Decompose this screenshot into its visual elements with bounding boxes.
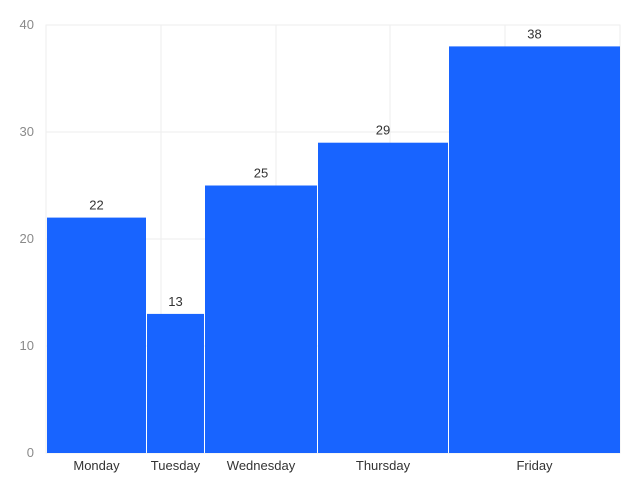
- value-label-wednesday: 25: [254, 166, 268, 181]
- x-tick-label-wednesday: Wednesday: [227, 458, 296, 473]
- y-tick-label: 10: [20, 338, 34, 353]
- x-tick-label-tuesday: Tuesday: [151, 458, 201, 473]
- value-label-thursday: 29: [376, 123, 390, 138]
- bar-layer: [47, 46, 620, 454]
- y-tick-label: 40: [20, 17, 34, 32]
- bar-wednesday: [205, 185, 317, 453]
- y-tick-label: 30: [20, 124, 34, 139]
- label-layer: 22 13 25 29 38: [89, 26, 541, 309]
- bar-friday: [449, 46, 620, 454]
- bar-thursday: [318, 142, 448, 453]
- value-label-monday: 22: [89, 198, 103, 213]
- x-tick-label-monday: Monday: [73, 458, 120, 473]
- value-label-tuesday: 13: [168, 294, 182, 309]
- bar-monday: [47, 217, 146, 453]
- y-tick-label: 0: [27, 445, 34, 460]
- x-tick-label-thursday: Thursday: [356, 458, 411, 473]
- value-label-friday: 38: [527, 26, 541, 41]
- x-tick-label-friday: Friday: [516, 458, 553, 473]
- y-tick-label: 20: [20, 231, 34, 246]
- axis-layer: 0 10 20 30 40 Monday Tuesday Wednesday Thursday F…: [20, 17, 554, 473]
- bar-tuesday: [147, 313, 204, 453]
